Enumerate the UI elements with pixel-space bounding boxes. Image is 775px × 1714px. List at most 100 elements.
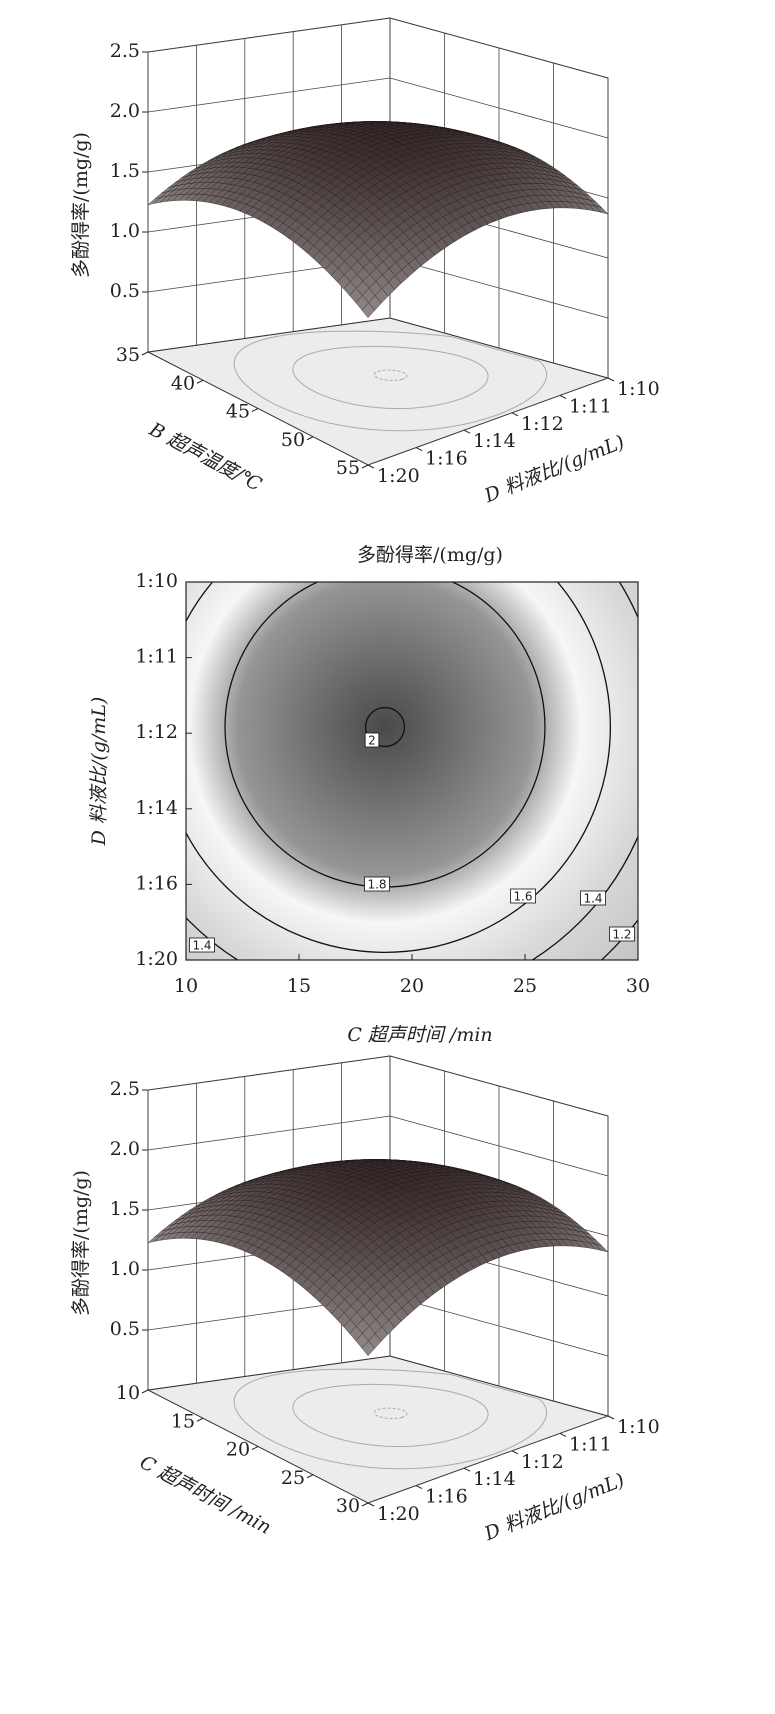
y-tick-label: 1:20 xyxy=(377,465,420,487)
y-tick xyxy=(607,1415,615,1420)
z-tick-label: 2.5 xyxy=(110,40,140,62)
x-tick-label: 40 xyxy=(171,372,195,394)
y-tick xyxy=(559,394,567,399)
x-tick-label: 50 xyxy=(281,429,305,451)
x-axis-title: C 超声时间 /min xyxy=(347,1024,492,1046)
x-tick xyxy=(141,351,149,356)
contour-label-box xyxy=(609,926,635,942)
x-tick xyxy=(141,1389,149,1394)
floor-contour xyxy=(373,369,408,382)
z-axis-title: 多酚得率/(mg/g) xyxy=(70,132,92,278)
x-tick-label: 10 xyxy=(174,975,198,997)
y-tick xyxy=(367,1502,375,1507)
x-tick xyxy=(306,436,314,441)
x-tick xyxy=(361,1502,369,1507)
contour-label: 1.4 xyxy=(583,892,602,906)
y-tick-label: 1:16 xyxy=(135,872,178,894)
y-tick-label: 1:16 xyxy=(425,448,468,470)
x-tick xyxy=(251,408,259,412)
contour-field xyxy=(186,582,638,960)
y-tick-label: 1:11 xyxy=(569,395,612,417)
contour-label: 1.8 xyxy=(367,878,386,892)
y-tick xyxy=(511,412,519,417)
y-tick-label: 1:12 xyxy=(521,1451,564,1473)
x-tick xyxy=(361,464,369,469)
contour-label-box xyxy=(364,732,380,748)
surface-cell xyxy=(361,1340,375,1357)
x-tick xyxy=(196,379,204,384)
contour-label-box xyxy=(580,890,606,906)
contour-label-box xyxy=(510,888,536,904)
surface xyxy=(147,121,609,319)
y-tick-label: 1:20 xyxy=(377,1503,420,1525)
contour-label: 1.2 xyxy=(612,928,631,942)
y-tick-label: 1:11 xyxy=(569,1433,612,1455)
z-tick-label: 2.0 xyxy=(110,100,140,122)
y-tick xyxy=(463,429,471,434)
x-tick-label: 30 xyxy=(336,1495,360,1517)
y-tick-label: 1:10 xyxy=(135,570,178,592)
x-tick-label: 15 xyxy=(171,1410,195,1432)
z-axis-title: 多酚得率/(mg/g) xyxy=(70,1170,92,1316)
y-tick-label: 1:12 xyxy=(521,413,564,435)
x-tick-label: 25 xyxy=(281,1467,305,1489)
y-tick-label: 1:10 xyxy=(617,1416,660,1438)
z-tick-label: 0.5 xyxy=(110,280,140,302)
y-tick-label: 1:11 xyxy=(135,646,178,668)
x-tick-label: 10 xyxy=(116,1382,140,1404)
floor-contour xyxy=(233,1368,548,1470)
contour-line xyxy=(364,706,406,748)
contour-label-box xyxy=(189,937,215,953)
y-tick xyxy=(367,464,375,469)
contour-label-box xyxy=(364,876,390,892)
x-tick-label: 25 xyxy=(513,975,537,997)
z-tick-label: 1.0 xyxy=(110,220,140,242)
x-tick-label: 45 xyxy=(226,401,250,423)
y-tick xyxy=(415,1485,423,1490)
floor-contour xyxy=(292,345,489,409)
y-tick-label: 1:12 xyxy=(135,721,178,743)
y-tick xyxy=(607,377,615,382)
x-tick xyxy=(196,1417,204,1422)
y-tick-label: 1:14 xyxy=(473,430,516,452)
z-tick-label: 2.0 xyxy=(110,1138,140,1160)
contour-label: 1.6 xyxy=(513,890,532,904)
z-tick-label: 1.5 xyxy=(110,1198,140,1220)
y-tick-label: 1:20 xyxy=(135,948,178,970)
x-tick-label: 55 xyxy=(336,457,360,479)
z-tick-label: 1.5 xyxy=(110,160,140,182)
z-tick-label: 1.0 xyxy=(110,1258,140,1280)
y-tick-label: 1:14 xyxy=(473,1468,516,1490)
z-tick-label: 0.5 xyxy=(110,1318,140,1340)
floor-contour xyxy=(373,1407,408,1420)
x-axis-title: C 超声时间 /min xyxy=(136,1451,275,1539)
y-tick-label: 1:10 xyxy=(617,378,660,400)
y-axis-title: D 料液比/(g/mL) xyxy=(88,697,110,847)
y-tick xyxy=(463,1467,471,1472)
contour-label: 1.4 xyxy=(192,939,211,953)
y-tick-label: 1:14 xyxy=(135,797,178,819)
chart-title: 多酚得率/(mg/g) xyxy=(357,544,503,566)
x-tick-label: 20 xyxy=(400,975,424,997)
x-tick-label: 35 xyxy=(116,344,140,366)
floor-contour xyxy=(233,330,548,432)
y-tick xyxy=(415,447,423,452)
floor-contour xyxy=(292,1383,489,1447)
y-tick-label: 1:16 xyxy=(425,1486,468,1508)
y-tick xyxy=(511,1450,519,1455)
x-tick-label: 15 xyxy=(287,975,311,997)
x-tick xyxy=(306,1474,314,1479)
z-tick-label: 2.5 xyxy=(110,1078,140,1100)
x-tick-label: 30 xyxy=(626,975,650,997)
x-tick-label: 20 xyxy=(226,1439,250,1461)
x-axis-title: B 超声温度/℃ xyxy=(145,418,265,496)
contour-chart: 多酚得率/(mg/g) 2 1.8 1.6 1.4 1.4 1.2 10 15 20 25 30 1:1… xyxy=(88,544,650,1046)
contour-line xyxy=(186,582,611,953)
surface-cell xyxy=(361,302,375,319)
x-tick xyxy=(251,1446,259,1450)
y-tick xyxy=(559,1432,567,1437)
surface xyxy=(147,1159,609,1357)
contour-label: 2 xyxy=(368,734,376,748)
